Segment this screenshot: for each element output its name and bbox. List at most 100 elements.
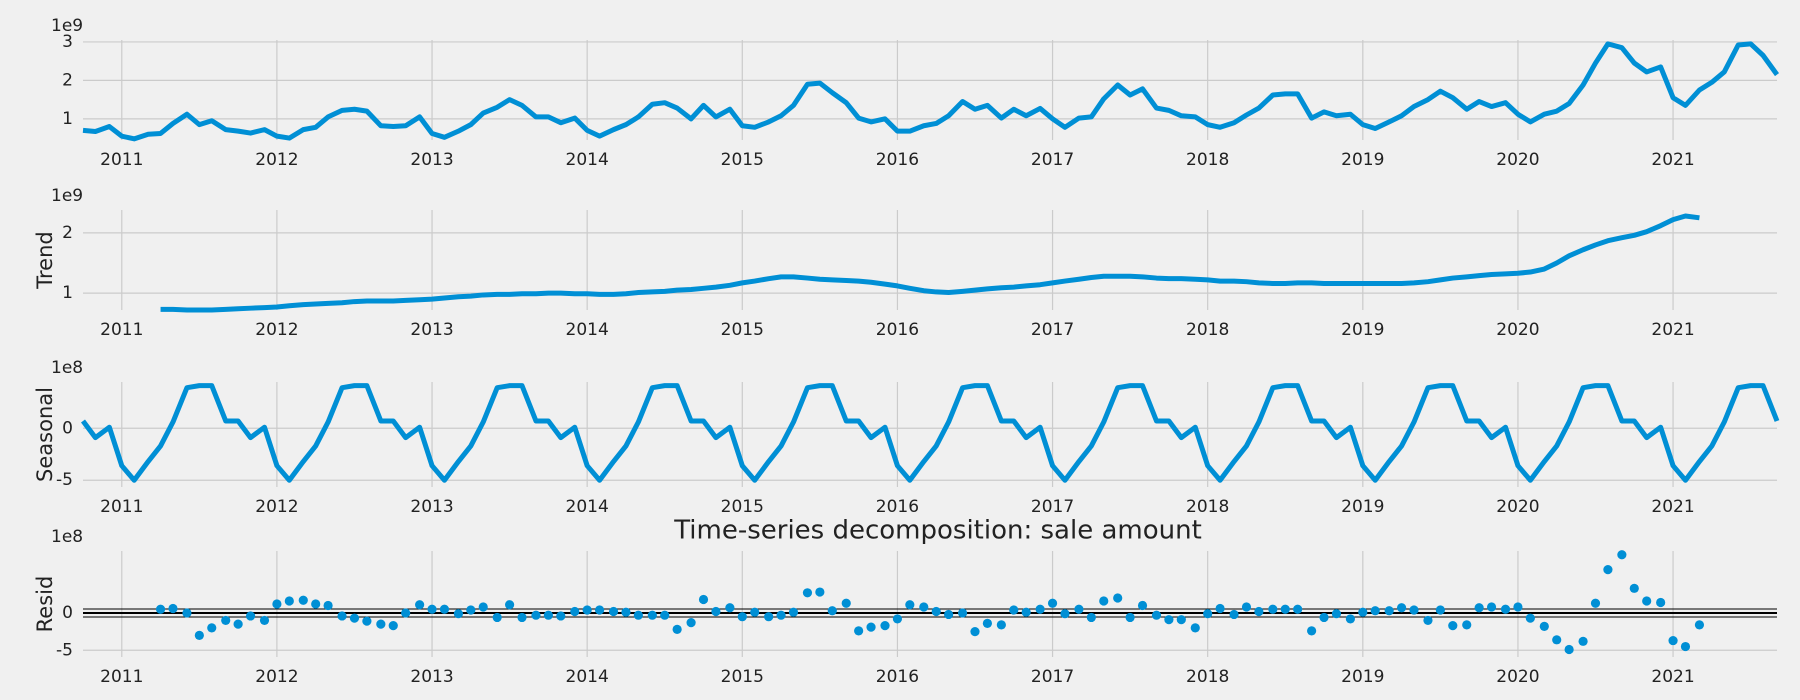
series-line <box>80 383 1780 483</box>
point <box>1060 609 1070 619</box>
y-tick-label: 0 <box>62 418 73 438</box>
x-tick-label: 2012 <box>255 150 298 170</box>
point <box>1680 641 1691 652</box>
x-tick-label: 2019 <box>1341 320 1384 340</box>
point <box>531 610 541 620</box>
point <box>259 615 270 626</box>
x-tick-label: 2020 <box>1496 320 1539 340</box>
point <box>841 598 851 608</box>
point <box>207 623 217 633</box>
x-tick-label: 2012 <box>255 320 298 340</box>
point <box>698 594 709 605</box>
point <box>556 611 566 621</box>
x-tick-label: 2014 <box>566 150 609 170</box>
point <box>866 622 876 632</box>
series-line <box>160 213 1700 313</box>
y-tick-label: -5 <box>56 470 73 490</box>
point <box>543 610 553 620</box>
point <box>672 624 682 634</box>
point <box>931 606 941 617</box>
x-tick-label: 2015 <box>721 667 764 687</box>
offset-label: 1e9 <box>51 186 83 206</box>
point <box>647 610 657 620</box>
point <box>1370 606 1380 616</box>
point <box>492 612 502 623</box>
x-tick-label: 2020 <box>1496 667 1539 687</box>
x-tick-label: 2012 <box>255 667 298 687</box>
point <box>1668 635 1678 646</box>
point <box>311 599 321 609</box>
point <box>1486 602 1497 612</box>
point <box>1384 606 1394 616</box>
x-tick-label: 2021 <box>1651 497 1694 517</box>
point <box>815 587 825 597</box>
point <box>221 615 231 626</box>
point <box>401 608 411 618</box>
point <box>1293 604 1303 614</box>
point <box>1525 613 1535 623</box>
point <box>1448 621 1458 631</box>
point <box>1137 600 1148 611</box>
point <box>1229 609 1239 620</box>
point <box>737 612 747 622</box>
x-tick-label: 2019 <box>1341 150 1384 170</box>
point <box>1345 614 1355 624</box>
point <box>686 618 696 628</box>
x-tick-label: 2013 <box>410 150 453 170</box>
x-tick-label: 2015 <box>721 320 764 340</box>
point <box>970 627 980 637</box>
x-tick-label: 2020 <box>1496 150 1539 170</box>
x-tick-label: 2017 <box>1031 320 1074 340</box>
y-tick-label: 3 <box>62 32 73 52</box>
x-tick-label: 2017 <box>1031 497 1074 517</box>
x-tick-label: 2011 <box>100 667 143 687</box>
y-tick-label: -5 <box>56 640 73 660</box>
point <box>1074 604 1084 614</box>
point <box>1151 610 1162 620</box>
point <box>427 604 437 614</box>
x-tick-label: 2011 <box>100 497 143 517</box>
point <box>1552 635 1562 645</box>
point <box>892 614 903 624</box>
point <box>1280 604 1290 614</box>
point <box>272 599 282 609</box>
point <box>245 611 256 621</box>
point <box>788 607 799 617</box>
x-tick-label: 2013 <box>410 667 453 687</box>
point <box>1254 606 1264 617</box>
point <box>1578 636 1588 646</box>
x-tick-label: 2016 <box>876 667 919 687</box>
x-tick-label: 2021 <box>1651 320 1694 340</box>
point <box>1307 626 1317 636</box>
point <box>1319 612 1329 623</box>
point <box>660 610 670 620</box>
x-tick-label: 2017 <box>1031 667 1074 687</box>
point <box>1642 596 1652 606</box>
x-tick-label: 2019 <box>1341 667 1384 687</box>
point <box>1203 609 1213 619</box>
x-tick-label: 2018 <box>1186 150 1229 170</box>
x-tick-label: 2015 <box>721 497 764 517</box>
point <box>155 604 166 614</box>
point <box>349 613 360 623</box>
x-tick-label: 2018 <box>1186 667 1229 687</box>
point <box>1564 644 1574 655</box>
x-tick-label: 2016 <box>876 320 919 340</box>
point <box>1435 605 1445 615</box>
point <box>388 621 398 631</box>
point <box>1125 612 1135 623</box>
point <box>1190 623 1200 633</box>
x-tick-label: 2019 <box>1341 497 1384 517</box>
offset-label: 1e8 <box>51 358 83 378</box>
point <box>1513 602 1523 612</box>
point <box>582 605 592 615</box>
point <box>1176 615 1186 625</box>
point <box>182 608 192 618</box>
point <box>764 612 774 622</box>
point <box>1215 603 1225 614</box>
point <box>711 606 721 617</box>
x-tick-label: 2011 <box>100 150 143 170</box>
point <box>608 606 619 617</box>
